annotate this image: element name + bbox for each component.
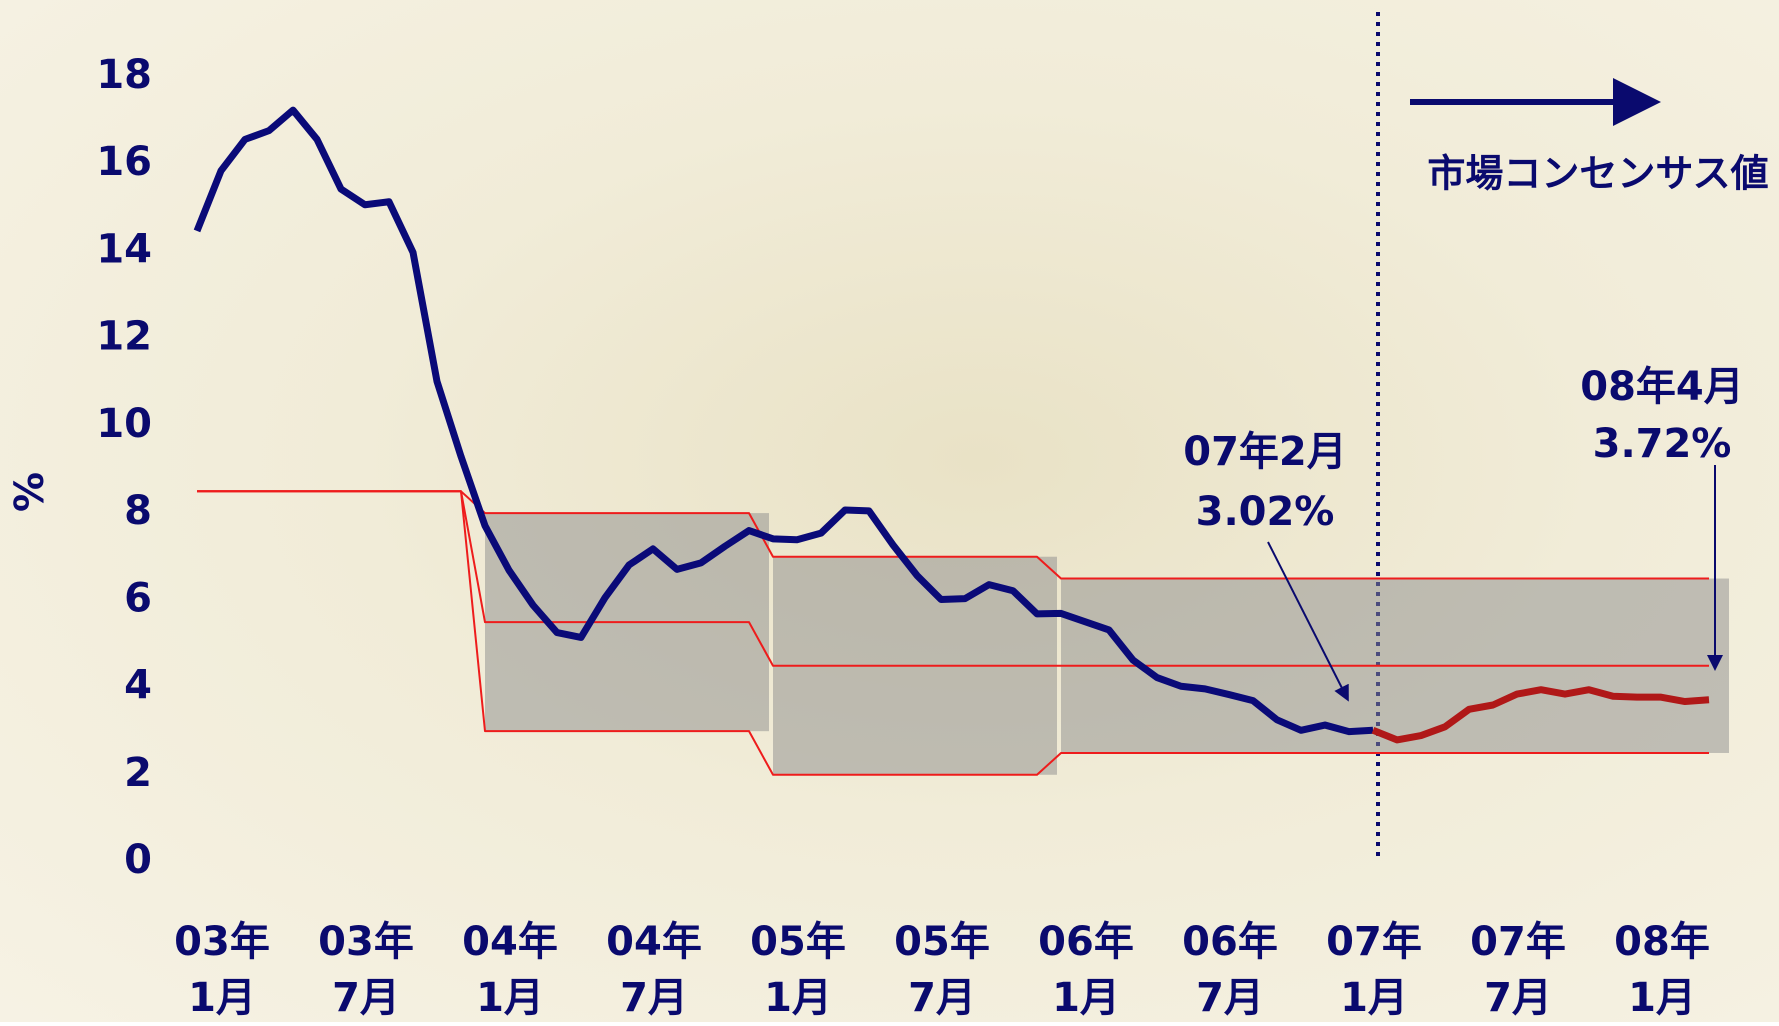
annotation-arrow <box>1267 541 1349 702</box>
y-tick-label: 14 <box>96 226 152 272</box>
y-tick-label: 12 <box>96 314 152 360</box>
y-tick-label: 16 <box>96 139 152 185</box>
x-tick-label: 03年 7月 <box>318 919 414 1021</box>
y-tick-label: 8 <box>124 488 152 534</box>
x-tick-label: 06年 7月 <box>1182 919 1278 1021</box>
y-tick-label: 4 <box>124 663 152 709</box>
x-tick-label: 05年 7月 <box>894 919 990 1021</box>
x-tick-label: 08年 1月 <box>1614 919 1710 1021</box>
x-tick-label: 07年 1月 <box>1326 919 1422 1021</box>
y-tick-label: 10 <box>96 401 152 447</box>
annotation: 3.72% <box>1593 421 1732 467</box>
x-tick-label: 07年 7月 <box>1470 919 1566 1021</box>
series-line <box>1371 686 1710 744</box>
annotation: 08年4月 <box>1580 364 1744 410</box>
x-tick-label: 05年 1月 <box>750 919 846 1021</box>
x-tick-label: 06年 1月 <box>1038 919 1134 1021</box>
annotation: 3.02% <box>1196 489 1335 535</box>
y-tick-label: 2 <box>124 750 152 796</box>
x-tick-label: 04年 1月 <box>462 919 558 1021</box>
x-tick-label: 03年 1月 <box>174 919 270 1021</box>
series-line <box>197 490 1709 776</box>
y-tick-label: 6 <box>124 575 152 621</box>
x-tick-label: 04年 7月 <box>606 919 702 1021</box>
series-line <box>193 106 1374 736</box>
y-tick-label: 18 <box>96 52 152 98</box>
annotation: 市場コンセンサス値 <box>1427 152 1768 196</box>
y-tick-label: 0 <box>124 837 152 883</box>
annotation: 07年2月 <box>1183 429 1347 475</box>
y-axis-label: % <box>7 472 53 512</box>
